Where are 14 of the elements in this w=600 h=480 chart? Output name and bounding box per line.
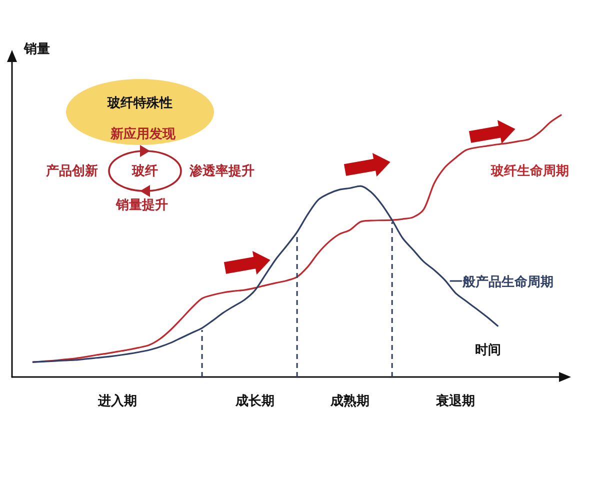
annotation: 玻纤 (132, 163, 158, 180)
annotation: 产品创新 (46, 162, 98, 180)
x-tick-label: 成长期 (234, 394, 274, 409)
series-label: 玻纤生命周期 (490, 164, 569, 180)
annotation: 新应用发现 (110, 126, 176, 143)
y-axis-title: 销量 (23, 42, 50, 57)
annotation: 渗透率提升 (190, 162, 254, 180)
x-tick-label: 衰退期 (434, 393, 475, 409)
x-tick-label: 成熟期 (329, 393, 370, 409)
x-axis-title: 时间 (475, 343, 501, 358)
text: 玻纤特殊性 (108, 95, 172, 112)
series-label: 一般产品生命周期 (450, 274, 554, 290)
annotation: 销量提升 (116, 197, 168, 214)
x-tick-label: 进入期 (97, 393, 138, 409)
